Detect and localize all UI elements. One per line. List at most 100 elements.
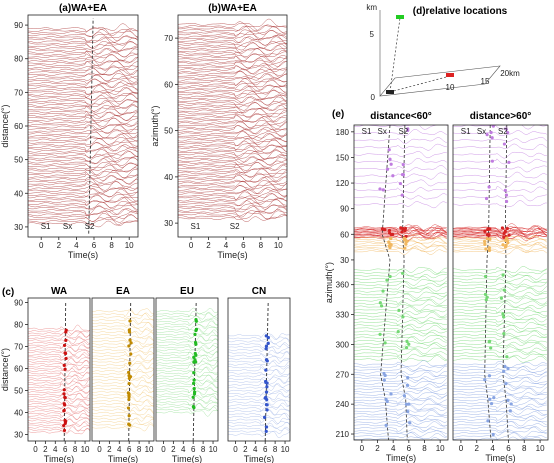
trace-line — [92, 404, 154, 411]
x-tick-label: 10 — [209, 445, 218, 454]
y-tick-label: 50 — [164, 127, 173, 136]
trace-line — [178, 25, 287, 34]
pick-dot — [490, 136, 494, 140]
pick-dot — [192, 387, 196, 391]
trace-line — [453, 130, 547, 136]
trace-line — [178, 180, 287, 189]
trace-line — [92, 353, 154, 360]
trace-line — [178, 129, 287, 139]
trace-line — [28, 66, 138, 75]
trace-line — [28, 194, 138, 203]
trace-line — [178, 41, 287, 51]
trace-line — [28, 213, 138, 222]
pick-dot — [401, 315, 405, 319]
trace-line — [92, 337, 154, 345]
trace-line — [228, 408, 290, 416]
trace-line — [354, 399, 447, 406]
trace-line — [453, 432, 547, 440]
pick-dot — [389, 243, 393, 247]
trace-line — [453, 355, 547, 363]
trace-line — [354, 432, 447, 439]
x-axis-label: Time(s) — [68, 250, 98, 260]
panel-label: (e) — [332, 109, 344, 120]
panel-title: CN — [252, 286, 266, 297]
pick-dot — [400, 193, 404, 197]
pick-dot — [191, 395, 195, 399]
trace-line — [156, 367, 218, 374]
pick-dot — [504, 243, 508, 247]
trace-line — [453, 235, 547, 242]
trace-line — [178, 132, 287, 142]
pick-dot — [403, 246, 407, 250]
trace-line — [354, 370, 447, 377]
pick-dot — [490, 159, 494, 163]
trace-line — [453, 246, 547, 254]
panel-c-ea: 0 2 4 6 8 10 Time(s) EA — [91, 286, 155, 463]
phase-annotation: S1 — [191, 222, 201, 231]
pick-dot — [501, 243, 505, 247]
trace-line — [178, 189, 287, 199]
panel-c-cn: 0 2 4 6 8 10 Time(s) CN — [227, 286, 291, 463]
trace-line — [156, 362, 218, 370]
pick-dot — [264, 368, 268, 372]
trace-line — [28, 29, 138, 38]
trace-line — [178, 60, 287, 69]
x-tick-label: 0 — [459, 444, 464, 453]
trace-line — [453, 244, 547, 251]
trace-line — [92, 395, 154, 402]
trace-line — [453, 328, 547, 336]
trace-line — [354, 408, 447, 416]
trace-line — [354, 299, 447, 306]
axis-label: 20km — [500, 69, 520, 78]
y-tick-label: 60 — [340, 230, 349, 239]
pick-dot — [264, 347, 268, 351]
trace-line — [28, 391, 90, 399]
pick-dot — [387, 228, 392, 233]
trace-group — [178, 18, 287, 223]
trace-line — [453, 330, 547, 338]
trace-line — [453, 325, 547, 332]
pick-dot — [488, 237, 492, 241]
trace-line — [156, 351, 218, 358]
x-tick-label: 10 — [536, 444, 545, 453]
trace-line — [178, 180, 287, 190]
trace-group — [228, 302, 290, 441]
pick-dot — [263, 415, 267, 419]
trace-line — [92, 424, 154, 432]
trace-line — [28, 65, 138, 71]
trace-line — [92, 407, 154, 413]
pick-dot — [507, 160, 511, 164]
trace-line — [453, 425, 547, 432]
trace-line — [28, 73, 138, 82]
trace-line — [28, 60, 138, 69]
y-tick-label: 90 — [14, 21, 23, 30]
trace-line — [28, 120, 138, 129]
pick-dot — [507, 233, 511, 237]
x-tick-label: 2 — [375, 444, 380, 453]
plot-frame — [227, 297, 291, 442]
pick-dot — [382, 371, 386, 376]
y-tick-label: 210 — [336, 430, 350, 439]
trace-line — [453, 275, 547, 283]
x-tick-label: 6 — [407, 444, 412, 453]
trace-line — [28, 389, 90, 397]
pick-dot — [488, 397, 492, 401]
trace-line — [453, 315, 547, 323]
trace-line — [28, 175, 138, 185]
trace-line — [228, 332, 290, 340]
trace-line — [354, 436, 447, 440]
y-tick-label: 30 — [340, 256, 349, 265]
trace-line — [28, 415, 90, 422]
trace-line — [28, 97, 138, 107]
x-tick-label: 10 — [436, 444, 445, 453]
trace-line — [354, 403, 447, 410]
trace-line — [156, 396, 218, 403]
trace-line — [453, 266, 547, 274]
pick-dot — [491, 432, 495, 437]
pick-dot — [505, 226, 509, 231]
pick-dot — [487, 374, 492, 378]
trace-line — [453, 239, 547, 247]
trace-line — [28, 331, 90, 338]
x-tick-label: 6 — [241, 241, 246, 250]
trace-line — [28, 184, 138, 193]
